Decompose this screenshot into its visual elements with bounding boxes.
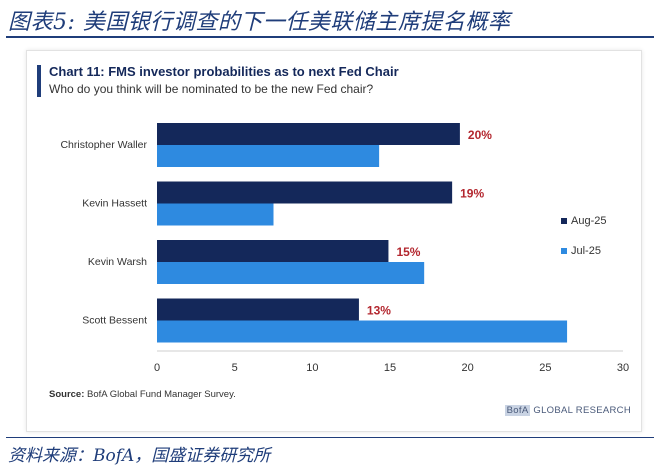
chart-title: Chart 11: FMS investor probabilities as … (49, 64, 399, 79)
chart-subtitle: Who do you think will be nominated to be… (49, 82, 374, 96)
figure-title: 图表5: 美国银行调查的下一任美联储主席提名概率 (8, 10, 511, 35)
legend-swatch-aug (561, 218, 567, 224)
x-tick-label: 30 (617, 362, 629, 374)
figure-source: 资料来源：BofA，国盛证券研究所 (8, 446, 271, 466)
brand-rest: GLOBAL RESEARCH (530, 405, 631, 416)
bar-aug (157, 123, 460, 145)
data-label: 13% (367, 304, 391, 318)
brand-box: BofA (504, 405, 531, 416)
category-label: Kevin Hassett (82, 198, 147, 210)
x-tick-label: 0 (154, 362, 160, 374)
source-rule (6, 437, 654, 438)
panel-accent-bar (37, 65, 41, 97)
x-tick-label: 5 (232, 362, 238, 374)
data-label: 20% (468, 128, 492, 142)
bar-jul (157, 145, 380, 167)
category-label: Kevin Warsh (88, 256, 147, 268)
x-tick-label: 25 (539, 362, 551, 374)
legend-swatch-jul (561, 248, 567, 254)
legend-item-jul: Jul-25 (561, 241, 606, 261)
bar-aug (157, 240, 389, 262)
legend: Aug-25 Jul-25 (561, 211, 606, 271)
data-label: 19% (460, 187, 484, 201)
data-label: 15% (396, 245, 420, 259)
category-label: Christopher Waller (60, 139, 147, 151)
x-tick-label: 20 (462, 362, 474, 374)
bar-jul (157, 320, 568, 343)
source-label: Source: (49, 389, 85, 400)
source-text: BofA Global Fund Manager Survey. (84, 389, 236, 400)
bar-aug (157, 298, 359, 321)
legend-label-jul: Jul-25 (571, 245, 601, 257)
legend-label-aug: Aug-25 (571, 215, 607, 227)
chart-panel: Chart 11: FMS investor probabilities as … (26, 50, 642, 432)
x-tick-label: 15 (384, 362, 396, 374)
x-tick-label: 10 (306, 362, 318, 374)
legend-item-aug: Aug-25 (561, 211, 606, 231)
bar-jul (157, 203, 274, 226)
bar-jul (157, 262, 425, 284)
title-rule (6, 36, 654, 38)
category-label: Scott Bessent (82, 315, 147, 327)
source-line: Source: BofA Global Fund Manager Survey. (49, 389, 236, 400)
bar-chart: Christopher Waller 20% Kevin Hassett 19% Kev… (60, 123, 629, 374)
bar-aug (157, 181, 453, 204)
brand-footer: BofA GLOBAL RESEARCH (504, 405, 631, 416)
